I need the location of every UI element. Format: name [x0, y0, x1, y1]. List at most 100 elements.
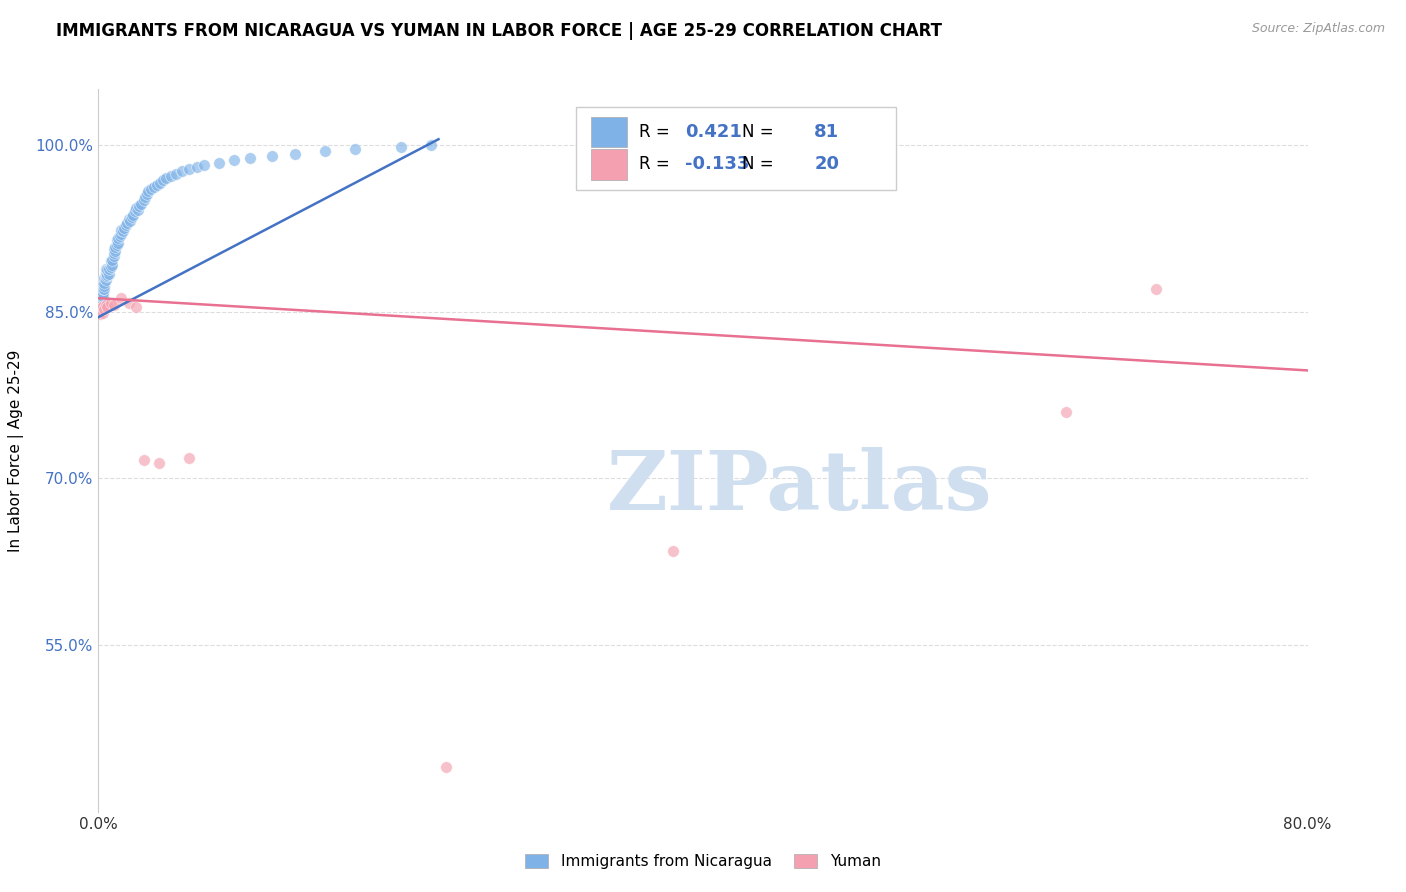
Point — [89, 301, 111, 315]
Point — [101, 253, 124, 268]
Point — [134, 190, 156, 204]
Text: ZIPatlas: ZIPatlas — [607, 447, 993, 526]
Point — [91, 289, 114, 303]
Point — [224, 153, 246, 168]
Point — [115, 216, 138, 230]
Point — [314, 145, 336, 159]
Point — [91, 291, 114, 305]
Point — [141, 182, 163, 196]
Point — [152, 173, 174, 187]
Point — [107, 231, 129, 245]
Point — [136, 185, 159, 199]
Point — [91, 285, 114, 300]
Point — [132, 194, 155, 208]
Point — [90, 289, 112, 303]
Point — [143, 180, 166, 194]
Point — [389, 140, 412, 154]
Point — [98, 267, 121, 281]
Point — [90, 301, 112, 315]
Point — [98, 262, 121, 277]
Point — [91, 282, 114, 296]
Point — [149, 176, 172, 190]
Point — [128, 199, 150, 213]
Point — [132, 453, 155, 467]
Point — [90, 303, 112, 318]
Point — [94, 298, 117, 312]
Point — [160, 169, 183, 183]
Text: R =: R = — [638, 123, 675, 141]
Point — [129, 196, 152, 211]
Point — [93, 271, 115, 285]
Point — [105, 233, 128, 247]
Point — [127, 203, 149, 218]
Point — [101, 258, 124, 272]
Point — [103, 249, 125, 263]
Point — [91, 277, 114, 291]
Point — [91, 305, 114, 319]
Bar — [591, 117, 627, 147]
Point — [94, 266, 117, 280]
Point — [100, 254, 122, 268]
Point — [661, 543, 683, 558]
Point — [90, 293, 112, 308]
Point — [91, 299, 114, 313]
Point — [239, 151, 262, 165]
Point — [96, 300, 118, 314]
Text: 20: 20 — [814, 155, 839, 173]
Point — [89, 307, 111, 321]
Bar — [591, 149, 627, 179]
Point — [112, 221, 135, 235]
Text: Source: ZipAtlas.com: Source: ZipAtlas.com — [1251, 22, 1385, 36]
Point — [193, 158, 215, 172]
Point — [121, 210, 143, 224]
Point — [108, 228, 131, 243]
Point — [90, 299, 112, 313]
Text: R =: R = — [638, 155, 675, 173]
Point — [208, 155, 231, 169]
Point — [122, 208, 145, 222]
Point — [93, 282, 115, 296]
Text: N =: N = — [742, 123, 779, 141]
Point — [262, 149, 284, 163]
Point — [155, 171, 177, 186]
Point — [90, 286, 112, 301]
Legend: Immigrants from Nicaragua, Yuman: Immigrants from Nicaragua, Yuman — [519, 848, 887, 875]
Point — [105, 237, 128, 252]
Point — [179, 162, 201, 177]
Point — [90, 297, 112, 311]
Point — [114, 218, 136, 232]
Point — [125, 201, 148, 215]
Point — [103, 245, 125, 260]
Point — [146, 178, 169, 192]
Point — [186, 160, 208, 174]
Point — [94, 273, 117, 287]
Point — [170, 164, 193, 178]
Point — [89, 295, 111, 310]
Y-axis label: In Labor Force | Age 25-29: In Labor Force | Age 25-29 — [8, 350, 24, 551]
Point — [125, 300, 148, 314]
Point — [111, 225, 134, 239]
Text: 0.421: 0.421 — [685, 123, 742, 141]
Point — [89, 299, 111, 313]
Point — [100, 260, 122, 274]
Point — [120, 214, 142, 228]
Point — [1054, 404, 1077, 418]
Point — [165, 167, 187, 181]
Point — [110, 291, 132, 305]
Text: 81: 81 — [814, 123, 839, 141]
Text: -0.133: -0.133 — [685, 155, 749, 173]
Point — [434, 760, 457, 774]
Point — [103, 298, 125, 312]
Point — [90, 291, 112, 305]
Point — [94, 268, 117, 283]
Point — [96, 263, 118, 277]
Text: IMMIGRANTS FROM NICARAGUA VS YUMAN IN LABOR FORCE | AGE 25-29 CORRELATION CHART: IMMIGRANTS FROM NICARAGUA VS YUMAN IN LA… — [56, 22, 942, 40]
Point — [93, 279, 115, 293]
Point — [135, 186, 157, 201]
Point — [100, 295, 122, 310]
Point — [107, 235, 129, 250]
Point — [1144, 282, 1167, 296]
Point — [96, 268, 118, 282]
Point — [420, 137, 443, 152]
Point — [94, 262, 117, 277]
